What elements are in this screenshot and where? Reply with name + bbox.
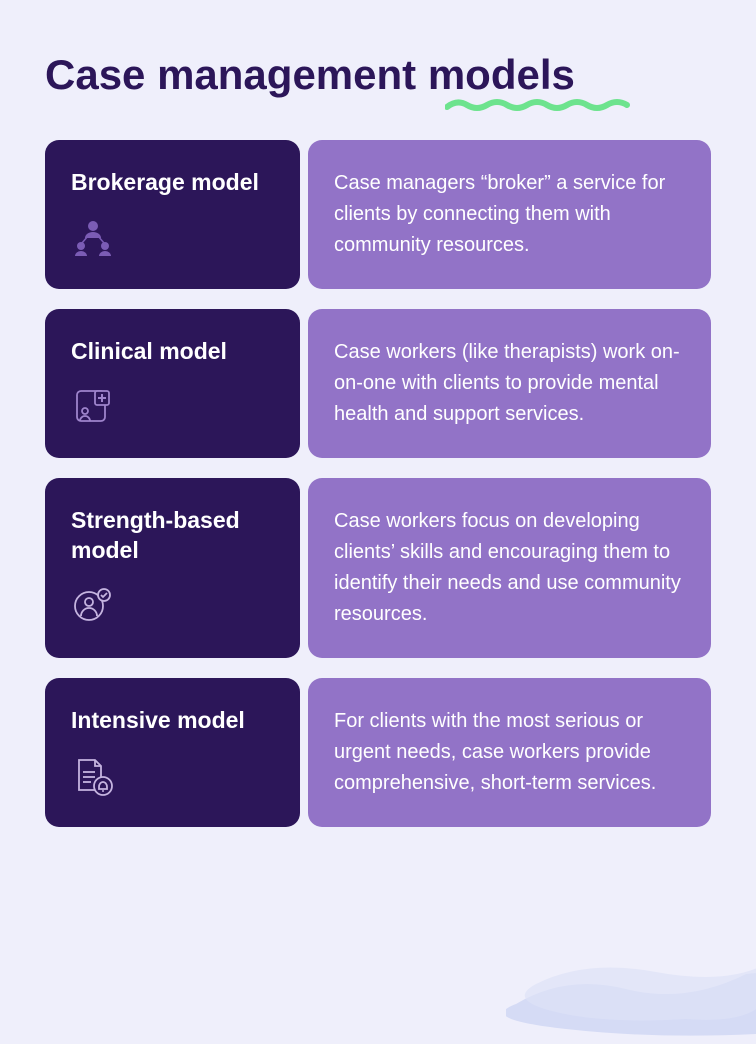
model-description: Case managers “broker” a service for cli… xyxy=(334,168,685,261)
model-label-card: Intensive model xyxy=(45,678,300,827)
page-title: Case management models xyxy=(45,50,711,100)
model-desc-card: Case workers focus on developing clients… xyxy=(308,478,711,658)
model-row: Clinical model Case workers (like therap… xyxy=(45,309,711,458)
model-label: Strength-based model xyxy=(71,506,274,566)
model-label: Intensive model xyxy=(71,706,274,736)
model-label-card: Strength-based model xyxy=(45,478,300,658)
person-plus-icon xyxy=(71,385,115,429)
model-row: Strength-based model Case workers focus … xyxy=(45,478,711,658)
people-network-icon xyxy=(71,216,115,260)
decorative-smear xyxy=(506,924,756,1044)
rows-container: Brokerage model Case managers “broker” a… xyxy=(45,140,711,827)
document-bell-icon xyxy=(71,754,115,798)
model-row: Intensive model For clients with the mos… xyxy=(45,678,711,827)
model-description: Case workers (like therapists) work on-o… xyxy=(334,337,685,430)
model-label-card: Clinical model xyxy=(45,309,300,458)
underline-squiggle xyxy=(445,95,645,115)
model-row: Brokerage model Case managers “broker” a… xyxy=(45,140,711,289)
model-desc-card: Case workers (like therapists) work on-o… xyxy=(308,309,711,458)
model-description: For clients with the most serious or urg… xyxy=(334,706,685,799)
model-label: Brokerage model xyxy=(71,168,274,198)
model-label: Clinical model xyxy=(71,337,274,367)
model-desc-card: For clients with the most serious or urg… xyxy=(308,678,711,827)
model-desc-card: Case managers “broker” a service for cli… xyxy=(308,140,711,289)
model-description: Case workers focus on developing clients… xyxy=(334,506,685,630)
title-section: Case management models xyxy=(45,50,711,100)
model-label-card: Brokerage model xyxy=(45,140,300,289)
person-check-icon xyxy=(71,584,115,628)
